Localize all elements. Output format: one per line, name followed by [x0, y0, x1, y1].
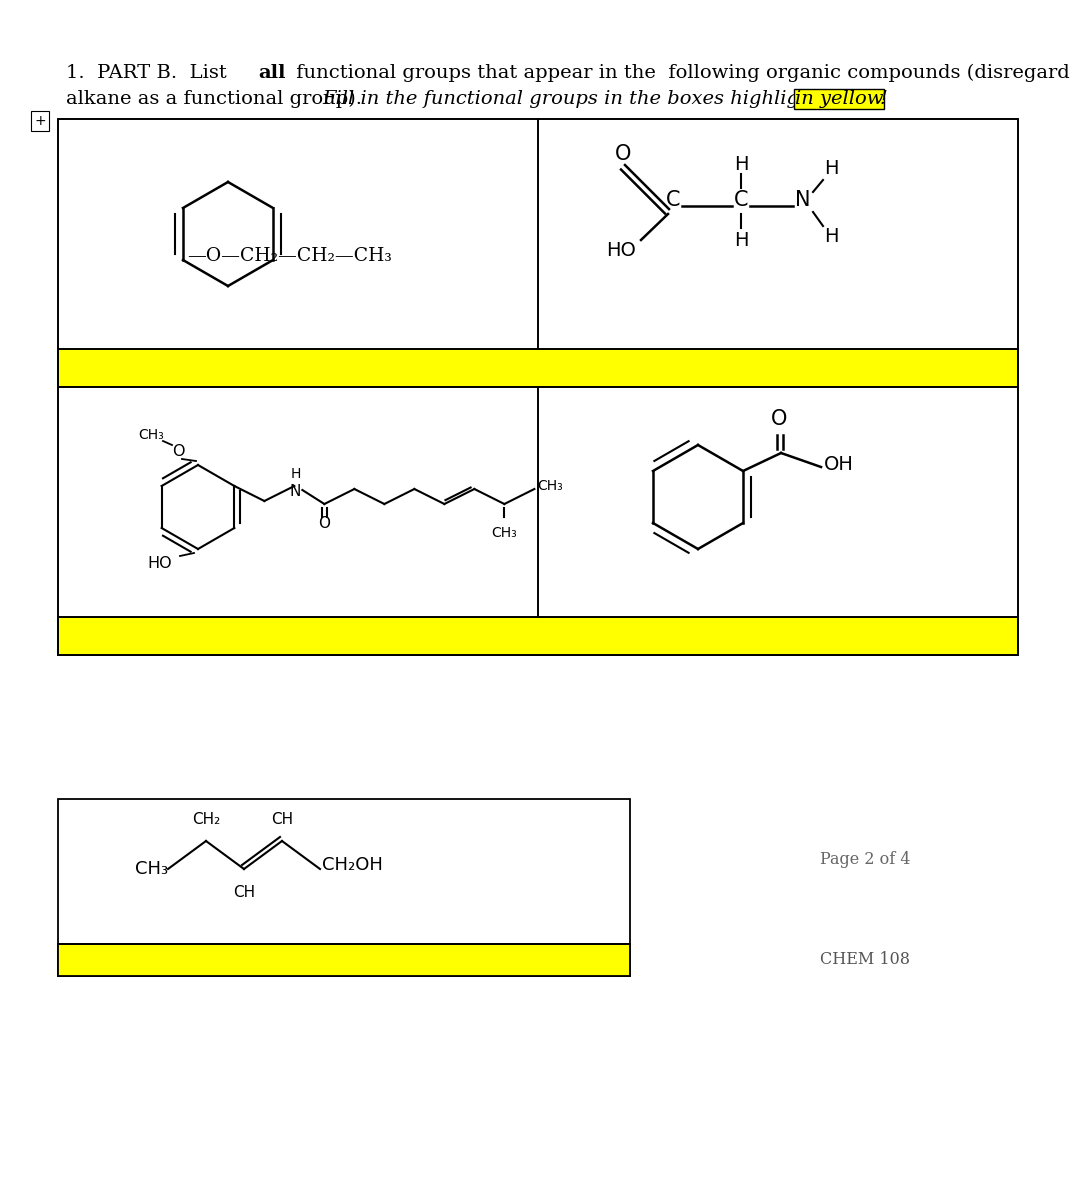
Text: Page 2 of 4: Page 2 of 4 [820, 850, 910, 868]
Text: HO: HO [148, 556, 173, 572]
Text: CHEM 108: CHEM 108 [820, 950, 910, 968]
Text: —O—CH₂—CH₂—CH₃: —O—CH₂—CH₂—CH₃ [187, 246, 392, 265]
Text: HO: HO [606, 241, 636, 259]
Text: H: H [733, 231, 748, 250]
Text: CH₃: CH₃ [138, 428, 164, 442]
Text: alkane as a functional group).: alkane as a functional group). [66, 90, 368, 108]
Text: H: H [824, 226, 838, 245]
Bar [58, 119, 1018, 656]
Text: OH: OH [824, 455, 854, 474]
Text: CH₂OH: CH₂OH [322, 856, 383, 874]
Bar [58, 944, 630, 976]
Text: O: O [615, 144, 631, 164]
Text: H: H [824, 158, 838, 178]
Text: C: C [665, 190, 680, 210]
Text: N: N [289, 485, 301, 500]
Text: C: C [733, 190, 748, 210]
Text: H: H [291, 467, 300, 481]
Text: CH: CH [233, 885, 255, 900]
Bar [58, 349, 1018, 387]
Text: O: O [771, 409, 787, 429]
Bar [58, 799, 630, 976]
Text: H: H [733, 154, 748, 173]
Text: 1.  PART B.  List: 1. PART B. List [66, 64, 233, 83]
Text: CH: CH [271, 812, 293, 826]
Text: CH₃: CH₃ [538, 479, 563, 493]
Text: N: N [795, 190, 811, 210]
Text: !: ! [880, 90, 888, 108]
Text: in yellow: in yellow [795, 90, 883, 108]
Bar [58, 617, 1018, 656]
Text: all: all [258, 64, 285, 83]
Text: CH₃: CH₃ [135, 859, 168, 878]
Text: functional groups that appear in the  following organic compounds (disregard: functional groups that appear in the fol… [291, 64, 1070, 83]
Text: CH₃: CH₃ [491, 526, 517, 540]
Text: +: + [35, 114, 45, 129]
Text: CH₂: CH₂ [192, 812, 220, 826]
Text: Fill in the functional groups in the boxes highlighted: Fill in the functional groups in the box… [322, 90, 843, 108]
Text: O: O [172, 444, 185, 460]
Text: O: O [319, 516, 330, 532]
